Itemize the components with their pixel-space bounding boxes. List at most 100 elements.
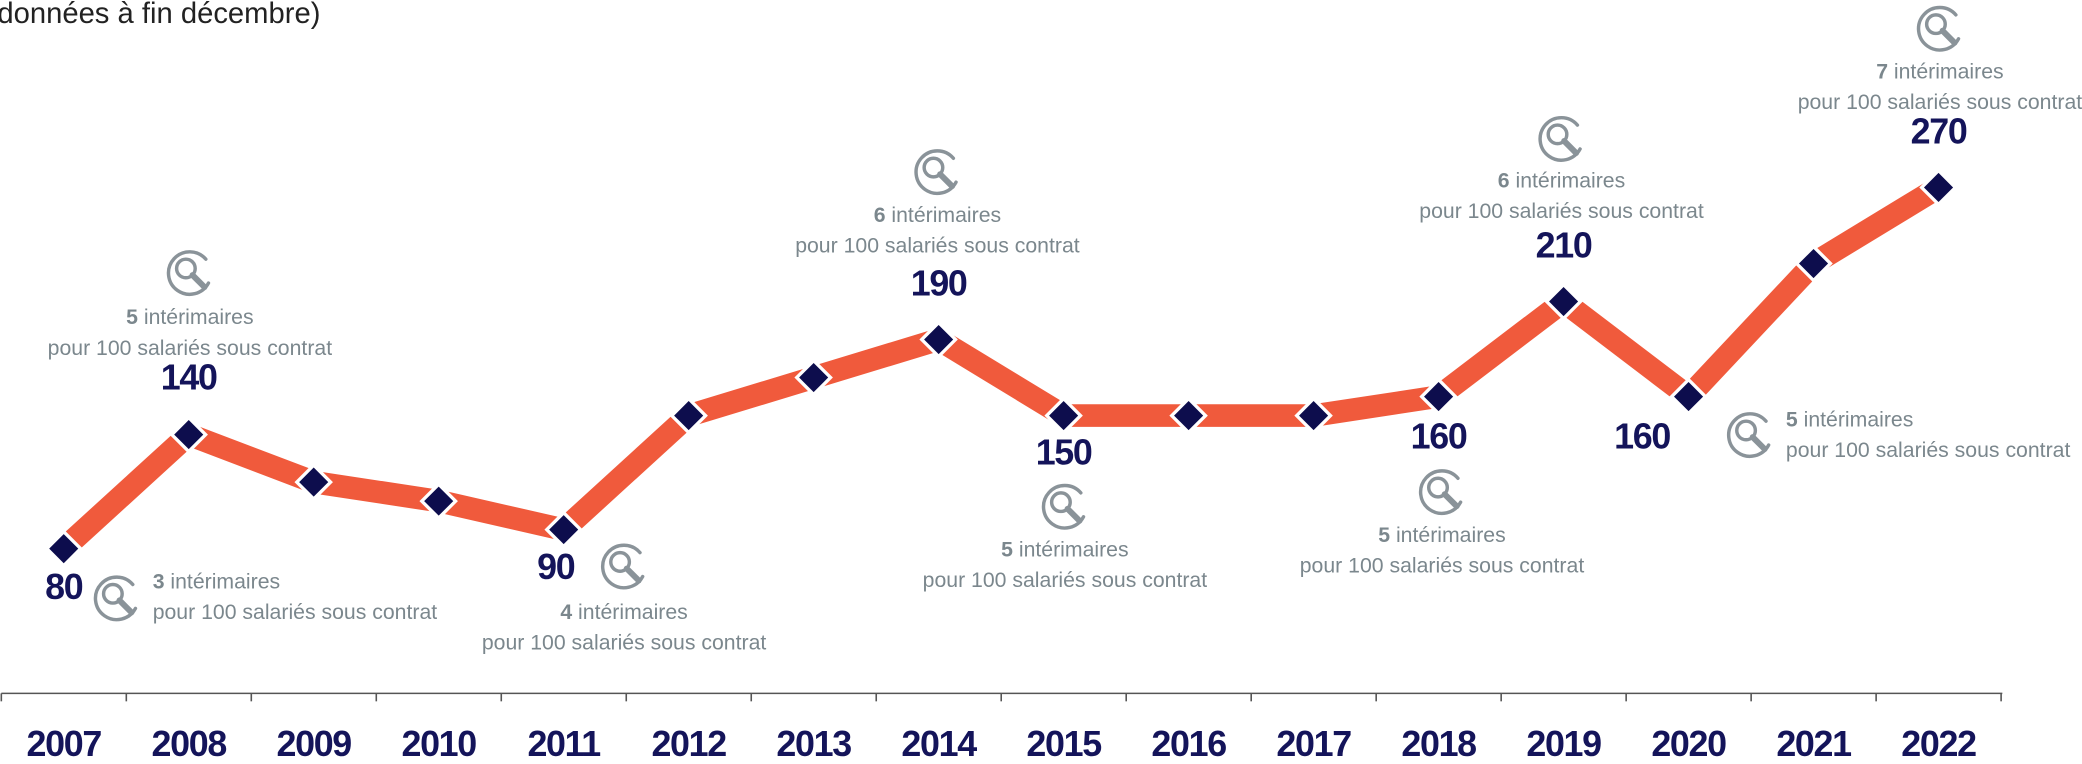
annotation-number: 4 (560, 600, 572, 624)
marker (1794, 244, 1833, 283)
marker (44, 529, 83, 568)
annotation-line2: pour 100 salariés sous contrat (48, 336, 333, 360)
x-tick-label: 2018 (1401, 724, 1476, 764)
marker (294, 462, 333, 502)
icon-lens (174, 257, 197, 280)
annotation: 5 intérimaires (126, 305, 253, 329)
annotation-number: 5 (1378, 523, 1390, 547)
x-tick-label: 2011 (527, 724, 600, 764)
marker (919, 320, 958, 359)
icon-ring (1041, 483, 1086, 530)
x-tick-label: 2017 (1276, 724, 1351, 764)
annotation-text: intérimaires (144, 305, 254, 329)
icon-lens (1546, 123, 1569, 146)
data-label: 160 (1411, 416, 1467, 456)
data-label: 190 (911, 264, 967, 304)
data-label: 90 (537, 547, 575, 587)
annotation-text: intérimaires (1515, 168, 1625, 192)
annotation-number: 3 (153, 569, 165, 593)
icon-handle (1939, 27, 1958, 46)
x-tick-label: 2020 (1651, 724, 1726, 764)
annotation-line2: pour 100 salariés sous contrat (1798, 90, 2082, 114)
icon-handle (623, 565, 642, 584)
magnifier-icon (1916, 5, 1961, 52)
icon-ring (914, 149, 958, 196)
icon-ring (1418, 469, 1463, 516)
magnifier-icon (1041, 483, 1086, 530)
icon-handle (937, 171, 956, 190)
data-label: 150 (1036, 433, 1092, 473)
icon-lens (1049, 491, 1072, 514)
x-tick-label: 2014 (901, 724, 977, 764)
annotation-line2: pour 100 salariés sous contrat (1419, 199, 1704, 223)
data-label: 140 (161, 357, 217, 397)
icon-handle (1561, 138, 1580, 156)
icon-ring (1916, 5, 1961, 52)
icon-handle (1064, 505, 1083, 524)
marker (1294, 396, 1333, 435)
marker (1669, 377, 1708, 416)
annotation-line2: pour 100 salariés sous contrat (1786, 438, 2071, 462)
annotation: 3 intérimaires (153, 569, 280, 593)
magnifier-icon (93, 575, 138, 622)
annotation-number: 6 (874, 203, 886, 227)
annotation-text: intérimaires (1019, 538, 1129, 562)
magnifier-icon (1418, 469, 1463, 516)
data-label: 80 (45, 567, 83, 607)
annotation-number: 7 (1876, 60, 1888, 84)
icon-lens (101, 582, 124, 605)
marker (1919, 168, 1958, 207)
marker (169, 415, 208, 454)
annotation-text: intérimaires (170, 569, 280, 593)
marker (794, 358, 833, 397)
magnifier-icon (1726, 412, 1771, 459)
icon-lens (922, 156, 945, 179)
marker (419, 481, 458, 521)
icon-lens (1924, 13, 1947, 36)
icon-lens (609, 550, 632, 573)
magnifier-icon (1538, 115, 1582, 162)
annotation-text: intérimaires (1804, 407, 1914, 431)
annotation-line2: pour 100 salariés sous contrat (923, 568, 1208, 592)
annotation-text: intérimaires (891, 203, 1001, 227)
marker (1044, 396, 1083, 435)
x-tick-label: 2007 (27, 724, 102, 764)
annotation: 6 intérimaires (874, 203, 1001, 227)
annotation: 4 intérimaires (560, 600, 687, 624)
x-tick-label: 2019 (1526, 724, 1601, 764)
x-tick-label: 2016 (1151, 724, 1226, 764)
data-label: 160 (1614, 416, 1670, 456)
x-tick-label: 2021 (1776, 724, 1851, 764)
x-tick-label: 2022 (1901, 724, 1976, 764)
x-tick-label: 2009 (276, 724, 351, 764)
x-tick-label: 2012 (651, 724, 726, 764)
icon-ring (1726, 412, 1771, 459)
annotation-number: 6 (1498, 168, 1510, 192)
data-label: 210 (1536, 226, 1592, 266)
icon-ring (600, 543, 645, 590)
marker (1419, 377, 1458, 416)
icon-handle (189, 272, 208, 291)
annotation-line2: pour 100 salariés sous contrat (795, 234, 1080, 258)
line (56, 177, 1945, 557)
x-tick-label: 2013 (776, 724, 851, 764)
magnifier-icon (166, 250, 211, 297)
x-tick-label: 2015 (1026, 724, 1101, 764)
marker (669, 396, 708, 435)
icon-ring (93, 575, 138, 622)
annotation-text: intérimaires (1894, 60, 2004, 84)
x-tick-label: 2008 (152, 724, 227, 764)
annotation-number: 5 (126, 305, 138, 329)
annotation-line2: pour 100 salariés sous contrat (1300, 554, 1585, 578)
annotation-number: 5 (1786, 407, 1798, 431)
marker (1169, 396, 1208, 435)
icon-ring (1538, 115, 1582, 162)
annotation: 6 intérimaires (1498, 168, 1625, 192)
annotation-text: intérimaires (1396, 523, 1506, 547)
annotation-text: intérimaires (578, 600, 688, 624)
magnifier-icon (914, 149, 958, 196)
icon-ring (166, 250, 211, 297)
marker (1544, 282, 1583, 321)
chart-title: données à fin décembre) (0, 0, 320, 30)
